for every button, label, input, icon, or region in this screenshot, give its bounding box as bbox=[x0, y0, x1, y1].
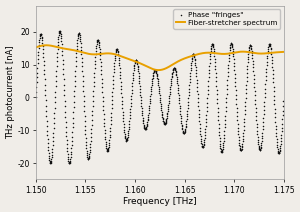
X-axis label: Frequency [THz]: Frequency [THz] bbox=[123, 197, 196, 206]
Fiber-stretcher spectrum bbox=[124, 57, 128, 59]
Phase "fringes" bbox=[68, 162, 71, 165]
Fiber-stretcher spectrum bbox=[44, 44, 48, 46]
Phase "fringes" bbox=[232, 61, 236, 64]
Y-axis label: THz photocurrent [nA]: THz photocurrent [nA] bbox=[6, 46, 15, 139]
Fiber-stretcher spectrum bbox=[157, 69, 160, 71]
Fiber-stretcher spectrum bbox=[46, 44, 50, 47]
Fiber-stretcher spectrum bbox=[282, 51, 285, 53]
Fiber-stretcher spectrum bbox=[192, 54, 195, 57]
Phase "fringes" bbox=[144, 128, 147, 130]
Phase "fringes" bbox=[228, 51, 231, 54]
Fiber-stretcher spectrum bbox=[34, 46, 38, 49]
Line: Fiber-stretcher spectrum: Fiber-stretcher spectrum bbox=[36, 45, 284, 70]
Phase "fringes" bbox=[282, 100, 285, 103]
Legend: Phase "fringes", Fiber-stretcher spectrum: Phase "fringes", Fiber-stretcher spectru… bbox=[173, 9, 280, 28]
Phase "fringes" bbox=[60, 40, 63, 42]
Line: Phase "fringes": Phase "fringes" bbox=[35, 30, 284, 164]
Phase "fringes" bbox=[135, 60, 138, 62]
Fiber-stretcher spectrum bbox=[231, 52, 235, 54]
Fiber-stretcher spectrum bbox=[181, 58, 184, 60]
Fiber-stretcher spectrum bbox=[218, 52, 221, 55]
Phase "fringes" bbox=[34, 96, 38, 99]
Phase "fringes" bbox=[58, 30, 61, 32]
Phase "fringes" bbox=[205, 114, 208, 116]
